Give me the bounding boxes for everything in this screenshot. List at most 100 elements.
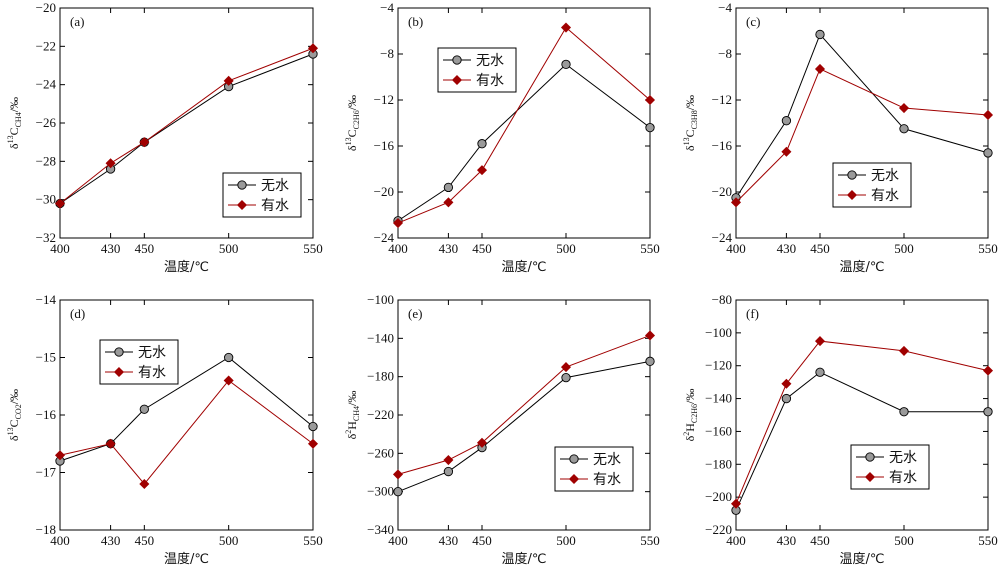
data-point-diamond	[443, 197, 454, 208]
y-tick-label: −340	[367, 522, 394, 537]
y-tick-label: −160	[705, 423, 732, 438]
x-tick-label: 500	[219, 241, 239, 256]
x-tick-label: 500	[894, 241, 914, 256]
data-point-circle	[899, 407, 909, 417]
x-axis-label: 温度/℃	[164, 551, 209, 567]
data-point-circle	[645, 122, 655, 133]
panel-d: 400 430 450 500 550 温度/℃ −18 −17 −16 −15 −14 δ13CCO…	[6, 292, 323, 567]
data-point-circle	[983, 148, 993, 158]
x-tick-label: 400	[50, 241, 70, 256]
data-point-diamond	[730, 197, 742, 208]
data-point-diamond	[105, 158, 116, 169]
data-point-diamond	[105, 438, 116, 449]
panel-e: 400 430 450 500 550 温度/℃ −340 −300 −260 −220 −180 −…	[344, 292, 660, 567]
y-tick-label: −20	[36, 0, 56, 15]
data-point-diamond	[443, 455, 454, 466]
data-point-diamond	[644, 330, 656, 341]
data-point-circle	[477, 139, 487, 149]
panel-label: (e)	[408, 306, 422, 321]
y-tick-label: −8	[718, 46, 732, 61]
legend-box	[832, 162, 912, 208]
panel-f: 400 430 450 500 550 温度/℃ −220 −200 −180 −160 −140 −…	[682, 292, 998, 567]
x-tick-label: 500	[556, 533, 576, 548]
data-point-circle	[815, 29, 825, 40]
data-point-diamond	[54, 450, 66, 461]
x-axis-label: 温度/℃	[840, 551, 885, 567]
y-tick-label: −220	[705, 522, 732, 537]
legend-label: 无水	[261, 178, 289, 194]
data-point-circle	[561, 59, 571, 69]
plot-frame	[397, 7, 651, 239]
data-point-diamond	[781, 378, 792, 389]
x-tick-label: 400	[726, 533, 746, 548]
y-tick-label: −18	[36, 522, 56, 537]
series-line-0	[397, 63, 651, 222]
x-tick-label: 430	[777, 241, 797, 256]
y-tick-label: −180	[367, 369, 394, 384]
x-tick-label: 400	[388, 533, 408, 548]
y-tick-label: −220	[367, 407, 394, 422]
legend-marker-diamond	[451, 74, 463, 86]
data-point-circle	[781, 393, 792, 404]
x-tick-label: 400	[726, 241, 746, 256]
legend-box	[437, 47, 517, 93]
data-point-circle	[781, 116, 792, 126]
x-tick-label: 550	[303, 241, 323, 256]
data-point-circle	[443, 466, 454, 477]
legend-label: 有水	[871, 188, 899, 204]
y-axis-label: δ13CCH4/‰	[6, 97, 23, 149]
data-point-diamond	[392, 218, 404, 229]
legend-marker-diamond	[864, 471, 876, 483]
y-tick-label: −180	[705, 456, 732, 471]
x-tick-label: 450	[810, 533, 830, 548]
legend-box	[222, 172, 302, 218]
y-tick-label: −24	[374, 230, 395, 245]
legend-label: 有水	[889, 470, 917, 486]
y-tick-label: −120	[705, 358, 732, 373]
panel-label: (d)	[70, 306, 85, 321]
legend-label: 无水	[476, 53, 504, 69]
x-tick-label: 550	[640, 241, 660, 256]
data-point-diamond	[781, 146, 792, 157]
panel-label: (f)	[746, 306, 759, 321]
y-tick-label: −12	[374, 92, 394, 107]
panel-b: 400 430 450 500 550 温度/℃ −24 −20 −16 −12 −8 −4 δ13CC…	[344, 0, 660, 275]
y-tick-label: −16	[36, 407, 57, 422]
y-tick-label: −32	[36, 230, 56, 245]
y-tick-label: −200	[705, 489, 732, 504]
y-tick-label: −26	[36, 115, 57, 130]
x-tick-label: 550	[978, 533, 998, 548]
y-tick-label: −16	[712, 138, 733, 153]
y-tick-label: −8	[380, 46, 394, 61]
legend-label: 有水	[138, 365, 166, 381]
data-point-diamond	[982, 365, 994, 376]
y-tick-label: −140	[705, 391, 732, 406]
y-tick-label: −24	[36, 77, 57, 92]
data-point-diamond	[54, 198, 66, 209]
series-line-0	[735, 371, 988, 511]
plot-frame	[397, 299, 651, 531]
data-point-diamond	[644, 94, 656, 106]
series-line-1	[397, 26, 651, 224]
y-tick-label: −30	[36, 192, 56, 207]
data-point-circle	[645, 356, 655, 366]
data-point-diamond	[476, 165, 488, 176]
x-tick-label: 450	[135, 533, 155, 548]
data-point-diamond	[560, 22, 572, 33]
y-tick-label: −28	[36, 153, 56, 168]
x-tick-label: 430	[101, 241, 121, 256]
legend-label: 无水	[889, 450, 917, 466]
legend-box	[554, 446, 634, 492]
y-axis-label: δ2HC2H6/‰	[682, 389, 699, 442]
x-tick-label: 450	[810, 241, 830, 256]
data-point-circle	[139, 404, 149, 414]
data-point-circle	[815, 367, 825, 377]
y-tick-label: −20	[712, 184, 732, 199]
y-tick-label: −20	[374, 184, 394, 199]
y-axis-label: δ13CCO2/‰	[6, 389, 23, 441]
